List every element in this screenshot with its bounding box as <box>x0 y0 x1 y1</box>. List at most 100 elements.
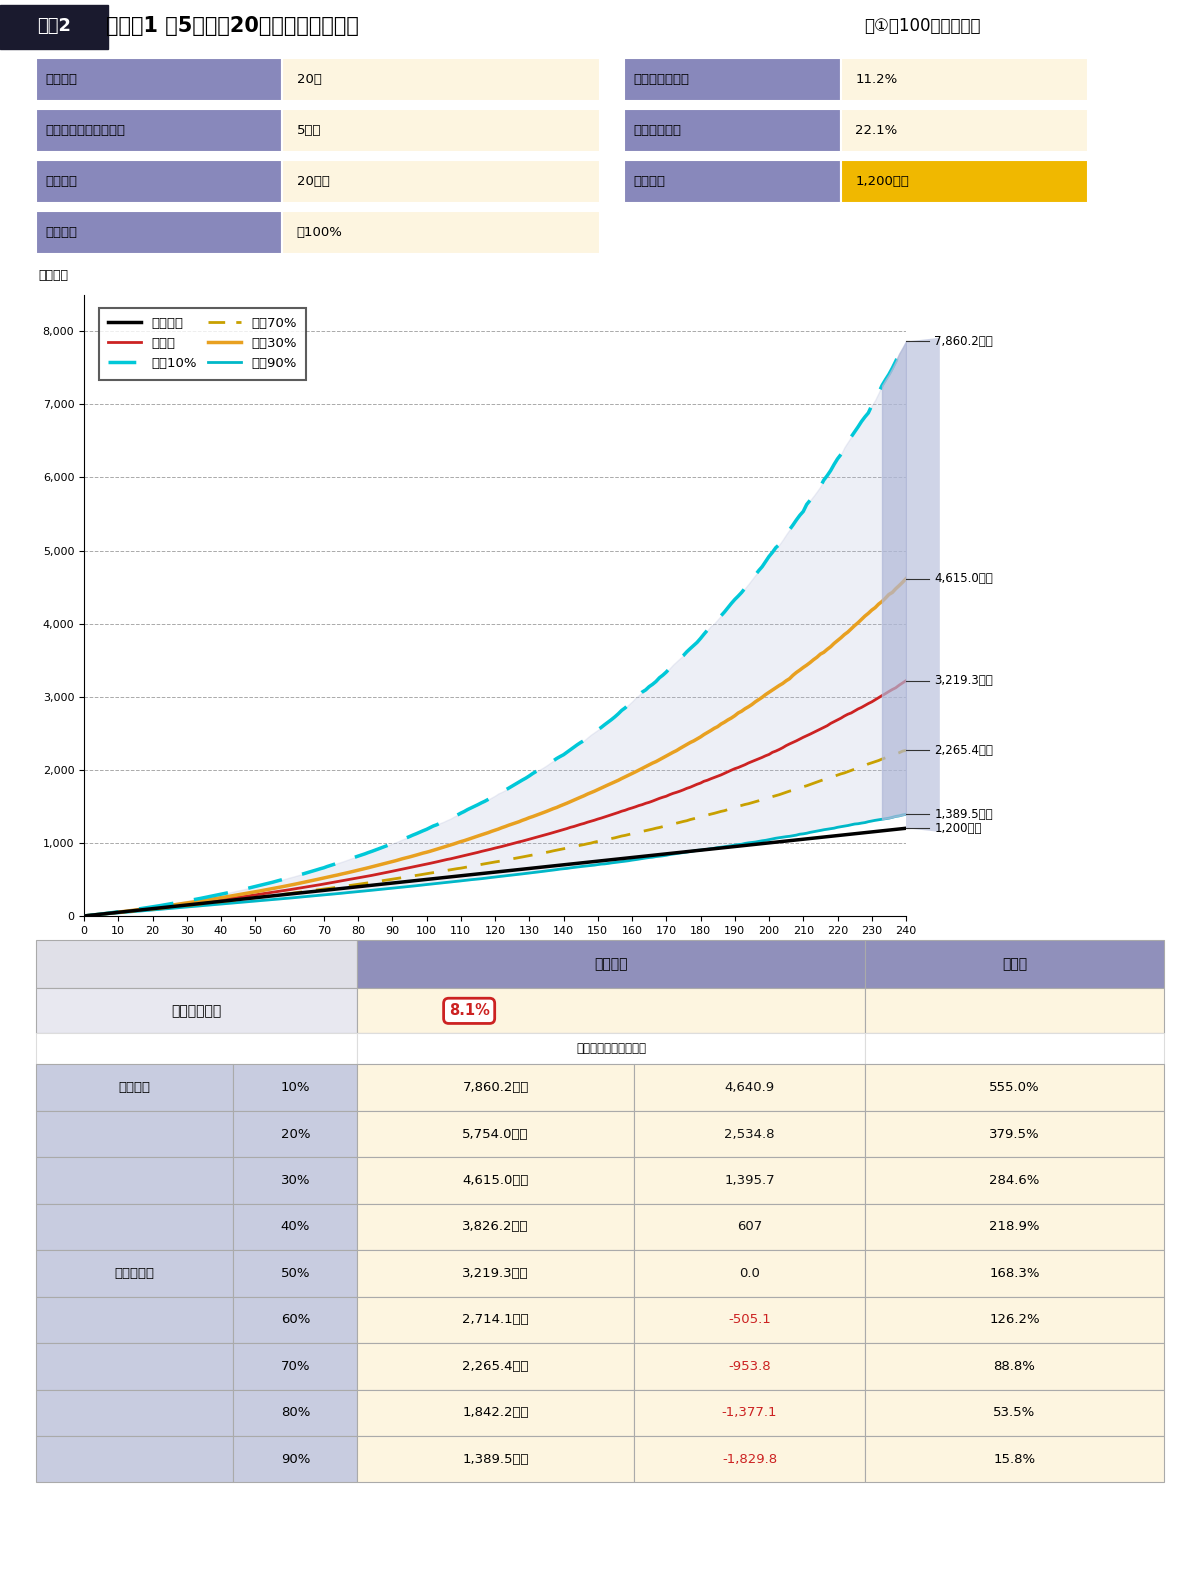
Text: 7,860.2万円: 7,860.2万円 <box>935 335 992 347</box>
FancyBboxPatch shape <box>865 1343 1164 1389</box>
確率90% <box>738 833 752 852</box>
FancyBboxPatch shape <box>841 110 1088 151</box>
FancyBboxPatch shape <box>36 1389 233 1435</box>
FancyBboxPatch shape <box>865 1034 1164 1064</box>
確率70% <box>169 897 184 916</box>
確率90% <box>888 806 902 825</box>
確率30% <box>683 733 697 752</box>
Line: 運用総額: 運用総額 <box>84 828 906 916</box>
確率30% <box>77 906 91 926</box>
FancyBboxPatch shape <box>282 212 600 253</box>
FancyBboxPatch shape <box>282 110 600 151</box>
確率90% <box>389 878 403 897</box>
FancyBboxPatch shape <box>358 1157 634 1204</box>
FancyBboxPatch shape <box>233 1064 358 1110</box>
FancyBboxPatch shape <box>233 1110 358 1157</box>
Text: （①株100％の場合）: （①株100％の場合） <box>864 18 982 35</box>
確率10% <box>738 578 752 597</box>
Text: 3,826.2万円: 3,826.2万円 <box>462 1220 529 1233</box>
FancyBboxPatch shape <box>233 1204 358 1251</box>
確率30% <box>888 580 902 599</box>
Text: -1,377.1: -1,377.1 <box>721 1407 778 1419</box>
中央値 <box>738 755 752 774</box>
FancyBboxPatch shape <box>865 1435 1164 1483</box>
FancyBboxPatch shape <box>865 988 1164 1034</box>
Text: 2,714.1万円: 2,714.1万円 <box>462 1313 529 1327</box>
運用総額 <box>888 820 902 840</box>
Text: リターン（年）: リターン（年） <box>632 73 689 86</box>
運用総額 <box>77 906 91 926</box>
Text: 実現確率: 実現確率 <box>119 1082 151 1094</box>
運用総額 <box>738 836 752 855</box>
Text: 40%: 40% <box>281 1220 310 1233</box>
中央値 <box>683 777 697 796</box>
FancyBboxPatch shape <box>634 1157 865 1204</box>
FancyBboxPatch shape <box>624 59 841 100</box>
Line: 確率30%: 確率30% <box>84 578 906 916</box>
Text: 1,842.2万円: 1,842.2万円 <box>462 1407 529 1419</box>
運用総額 <box>389 873 403 892</box>
FancyBboxPatch shape <box>865 1204 1164 1251</box>
FancyBboxPatch shape <box>624 161 841 202</box>
FancyBboxPatch shape <box>233 1389 358 1435</box>
FancyBboxPatch shape <box>358 1435 634 1483</box>
FancyBboxPatch shape <box>358 1251 634 1297</box>
確率90% <box>899 804 913 824</box>
Text: 2,534.8: 2,534.8 <box>725 1128 775 1141</box>
Line: 中央値: 中央値 <box>84 680 906 916</box>
Text: -505.1: -505.1 <box>728 1313 770 1327</box>
確率90% <box>77 906 91 926</box>
FancyBboxPatch shape <box>36 988 358 1034</box>
Text: 284.6%: 284.6% <box>989 1174 1039 1187</box>
Text: 88.8%: 88.8% <box>994 1360 1036 1373</box>
FancyBboxPatch shape <box>634 1435 865 1483</box>
FancyBboxPatch shape <box>0 5 108 49</box>
確率10% <box>169 894 184 913</box>
Text: 1,200万円: 1,200万円 <box>856 175 910 188</box>
Text: 2,265.4万円: 2,265.4万円 <box>462 1360 529 1373</box>
Text: 4,640.9: 4,640.9 <box>725 1082 774 1094</box>
Text: ケース1 月5万円を20年積み立て、運用: ケース1 月5万円を20年積み立て、運用 <box>106 16 359 37</box>
Text: 218.9%: 218.9% <box>989 1220 1039 1233</box>
FancyBboxPatch shape <box>841 161 1088 202</box>
FancyBboxPatch shape <box>233 1343 358 1389</box>
FancyBboxPatch shape <box>358 1297 634 1343</box>
FancyBboxPatch shape <box>233 1251 358 1297</box>
FancyBboxPatch shape <box>358 940 865 988</box>
Text: 1,395.7: 1,395.7 <box>724 1174 775 1187</box>
FancyBboxPatch shape <box>634 1389 865 1435</box>
Text: 30%: 30% <box>281 1174 310 1187</box>
Line: 確率70%: 確率70% <box>84 750 906 916</box>
FancyBboxPatch shape <box>624 110 841 151</box>
FancyBboxPatch shape <box>36 1251 233 1297</box>
Text: 5,754.0万円: 5,754.0万円 <box>462 1128 529 1141</box>
FancyBboxPatch shape <box>36 212 282 253</box>
Text: （中央値からの乖離）: （中央値からの乖離） <box>576 1042 647 1056</box>
確率90% <box>546 860 560 879</box>
Text: 50%: 50% <box>281 1266 310 1279</box>
中央値 <box>888 679 902 698</box>
Text: 2,265.4万円: 2,265.4万円 <box>935 744 994 757</box>
中央値 <box>169 895 184 914</box>
Text: 22.1%: 22.1% <box>856 124 898 137</box>
Text: （ヵ月）: （ヵ月） <box>914 953 942 967</box>
FancyBboxPatch shape <box>634 1064 865 1110</box>
Text: 収益率: 収益率 <box>1002 957 1027 972</box>
確率10% <box>888 352 902 371</box>
運用総額 <box>683 841 697 860</box>
確率30% <box>169 895 184 914</box>
Text: 投資総額: 投資総額 <box>632 175 665 188</box>
確率30% <box>899 569 913 588</box>
Text: 70%: 70% <box>281 1360 310 1373</box>
確率30% <box>389 851 403 870</box>
FancyBboxPatch shape <box>634 1204 865 1251</box>
Legend: 運用総額, 中央値, 確率10%, 確率70%, 確率30%, 確率90%: 運用総額, 中央値, 確率10%, 確率70%, 確率30%, 確率90% <box>98 307 306 379</box>
FancyBboxPatch shape <box>358 1343 634 1389</box>
確率10% <box>683 639 697 658</box>
Text: 運用期間: 運用期間 <box>44 73 77 86</box>
FancyBboxPatch shape <box>233 1435 358 1483</box>
Line: 確率10%: 確率10% <box>84 341 906 916</box>
FancyBboxPatch shape <box>634 1110 865 1157</box>
Text: 8.1%: 8.1% <box>449 1004 490 1018</box>
運用総額 <box>169 897 184 916</box>
